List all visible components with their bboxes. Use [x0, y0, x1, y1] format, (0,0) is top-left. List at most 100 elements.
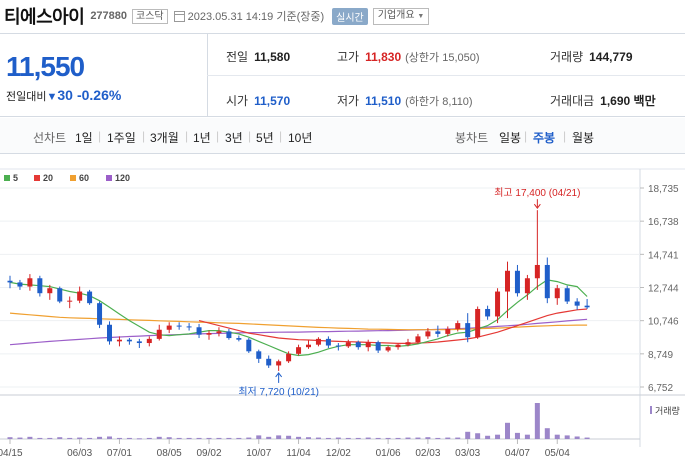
volume-bar: [574, 436, 580, 439]
candle-chart-label: 봉차트: [455, 131, 489, 145]
candle-body: [236, 338, 242, 340]
candle-body: [355, 342, 361, 348]
candle-body: [176, 325, 182, 327]
volume-bar: [335, 437, 341, 439]
legend-label: 60: [79, 173, 89, 183]
stock-name: 티에스아이: [4, 7, 85, 27]
low-annotation: 최저 7,720 (10/21): [238, 386, 319, 398]
divider: |: [142, 129, 146, 143]
volume-bar: [146, 437, 152, 439]
ma60-line: [9, 312, 588, 331]
x-tick-label: 07/01: [107, 448, 132, 459]
candle-body: [226, 331, 232, 339]
change-value: 30: [57, 87, 73, 103]
candle-body: [345, 342, 351, 347]
market-badge: 코스닥: [132, 8, 168, 24]
high-annotation: 최고 17,400 (04/21): [494, 187, 580, 199]
realtime-button[interactable]: 실시간: [332, 7, 368, 25]
low-value: 11,510: [365, 94, 402, 108]
volume-bar: [256, 435, 262, 439]
candle-body: [246, 339, 252, 352]
calendar-icon: [173, 10, 185, 22]
period-5y[interactable]: 5년: [256, 131, 274, 145]
legend-label: 120: [115, 173, 130, 183]
period-1y[interactable]: 1년: [193, 131, 211, 145]
volume-bar: [77, 437, 83, 439]
y-tick-label: 14,741: [648, 250, 679, 261]
candle-body: [126, 339, 132, 342]
candle-body: [206, 333, 212, 335]
volume-bar: [116, 437, 122, 439]
chevron-down-icon: ▼: [417, 12, 425, 20]
company-info-dropdown[interactable]: 기업개요 ▼: [372, 7, 430, 25]
candle-body: [554, 288, 560, 299]
volume-bar: [226, 437, 232, 439]
period-1d[interactable]: 1일: [75, 131, 93, 145]
volume-bar: [67, 437, 73, 439]
low-cell: 저가 11,510 (하한가 8,110): [337, 92, 473, 109]
volume-bar: [87, 437, 93, 439]
candle-body: [296, 347, 302, 354]
candlestick-chart[interactable]: 5 20 60 120 18,735 16,738 14,741 12,744 10,746 8,…: [0, 155, 685, 464]
prev-close-label: 전일: [226, 50, 249, 64]
candle-body: [276, 361, 282, 366]
volume-cell: 거래량 144,779: [550, 48, 633, 65]
divider: |: [279, 129, 283, 143]
price-change: 전일대비▼30 -0.26%: [6, 87, 121, 104]
candle-body: [455, 323, 461, 329]
candle-body: [146, 338, 152, 344]
period-10y[interactable]: 10년: [288, 131, 313, 145]
volume-bar: [236, 437, 242, 439]
candle-body: [485, 308, 491, 317]
candle-body: [405, 342, 411, 345]
volume-bar: [296, 436, 302, 439]
volume-bar: [57, 437, 63, 439]
candle-body: [574, 301, 580, 306]
y-tick-label: 16,738: [648, 217, 679, 228]
volume-bar: [375, 437, 381, 439]
volume-value: 144,779: [589, 50, 633, 64]
ma120-line: [9, 318, 588, 346]
line-chart-label: 선차트: [33, 131, 67, 145]
high-label: 고가: [337, 50, 360, 64]
period-3y[interactable]: 3년: [225, 131, 243, 145]
volume-bar: [584, 437, 590, 439]
y-tick-label: 18,735: [648, 184, 679, 195]
high-cell: 고가 11,830 (상한가 15,050): [337, 48, 480, 65]
legend-label: 20: [43, 173, 53, 183]
high-value: 11,830: [365, 50, 402, 64]
candle-weekly[interactable]: 주봉: [533, 131, 556, 145]
y-tick-label: 12,744: [648, 283, 679, 294]
volume-bar: [286, 435, 292, 439]
candle-body: [395, 344, 401, 348]
candle-body: [57, 288, 63, 302]
volume-bar: [196, 437, 202, 439]
candle-body: [166, 325, 172, 330]
candle-body: [97, 303, 103, 325]
candle-body: [584, 305, 590, 308]
prev-close-cell: 전일 11,580: [226, 48, 290, 65]
volume-bar: [166, 437, 172, 439]
change-percent: -0.26%: [76, 87, 122, 103]
volume-bar: [136, 438, 142, 440]
period-3m[interactable]: 3개월: [150, 131, 179, 145]
legend-swatch: [34, 175, 40, 181]
candle-daily[interactable]: 일봉: [499, 131, 522, 145]
candle-body: [375, 342, 381, 351]
volume-label: 거래량: [655, 405, 680, 416]
candle-body: [77, 291, 83, 301]
period-1w[interactable]: 1주일: [107, 131, 136, 145]
company-info-label: 기업개요: [377, 9, 415, 21]
volume-bar: [395, 437, 401, 439]
volume-bar: [126, 437, 132, 439]
candle-body: [37, 278, 43, 294]
volume-bar: [465, 431, 471, 439]
volume-bar: [186, 437, 192, 439]
candle-body: [107, 324, 112, 342]
volume-bar: [505, 422, 510, 439]
amount-label: 거래대금: [550, 94, 595, 108]
volume-bar: [544, 428, 550, 439]
candle-monthly[interactable]: 월봉: [572, 131, 595, 145]
candle-body: [544, 264, 550, 299]
volume-bar: [435, 437, 441, 439]
